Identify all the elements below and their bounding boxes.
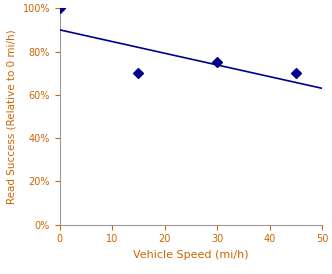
Point bbox=[57, 6, 62, 10]
Point bbox=[136, 71, 141, 75]
Point bbox=[214, 60, 220, 65]
X-axis label: Vehicle Speed (mi/h): Vehicle Speed (mi/h) bbox=[133, 250, 249, 260]
Point bbox=[293, 71, 298, 75]
Y-axis label: Read Success (Relative to 0 mi/h): Read Success (Relative to 0 mi/h) bbox=[7, 29, 17, 204]
